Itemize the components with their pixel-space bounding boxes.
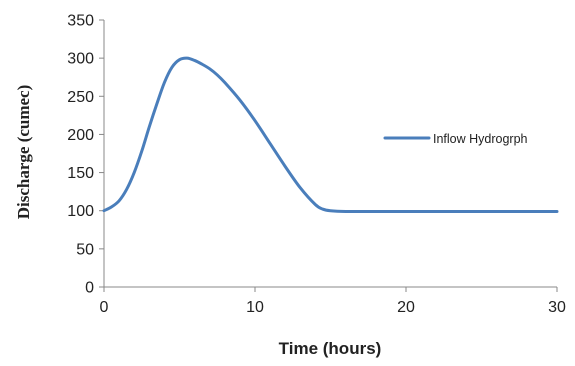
y-tick-label: 200	[67, 127, 94, 144]
x-tick-label: 0	[100, 299, 109, 316]
y-tick-label: 250	[67, 89, 94, 106]
y-tick-label: 50	[76, 241, 94, 258]
axes-layer: 0 50 100 150 200 250 300 350 0 10 20 30	[67, 13, 566, 317]
y-axis-title: Discharge (cumec)	[14, 85, 33, 220]
y-tick-label: 300	[67, 51, 94, 68]
series-layer	[102, 56, 559, 214]
x-tick-label: 20	[397, 299, 415, 316]
series-line-inflow-hydrograph	[102, 56, 559, 214]
x-tick-label: 30	[548, 299, 566, 316]
y-tick-label: 150	[67, 165, 94, 182]
x-tick-label: 10	[246, 299, 264, 316]
y-tick-label: 100	[67, 203, 94, 220]
legend: Inflow Hydrogrph	[383, 132, 528, 146]
x-axis-title: Time (hours)	[279, 339, 382, 358]
y-tick-label: 0	[85, 280, 94, 297]
legend-label: Inflow Hydrogrph	[433, 132, 528, 146]
y-tick-label: 350	[67, 13, 94, 30]
